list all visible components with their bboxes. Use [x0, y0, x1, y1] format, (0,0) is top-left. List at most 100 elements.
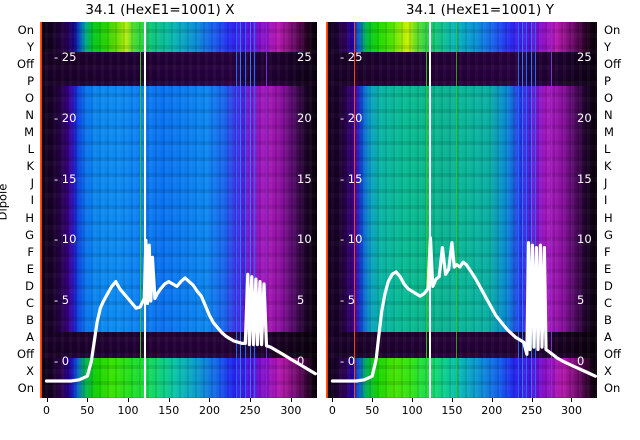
x-tick-label: 100: [117, 404, 139, 417]
x-tick-300: 300: [561, 398, 582, 417]
category-label-k-8: K: [604, 159, 612, 174]
spike-column-blue-e: [254, 22, 255, 398]
category-label-on-21: On: [604, 381, 621, 396]
category-label-x-20: X: [26, 364, 34, 379]
y-tick-right-20: 20: [297, 111, 312, 126]
spike-column-blue-e: [535, 22, 536, 398]
category-label-off-19: Off: [604, 347, 621, 362]
category-label-off-19: Off: [17, 347, 34, 362]
spike-column-blue-a: [236, 22, 237, 398]
y-tick-0: - 0: [340, 353, 356, 368]
category-label-f-13: F: [27, 244, 34, 259]
spike-column-violet: [266, 22, 267, 398]
y-tick-10: - 10: [54, 232, 77, 247]
x-tick-300: 300: [280, 398, 301, 417]
category-label-g-12: G: [604, 227, 613, 242]
category-label-h-11: H: [604, 210, 613, 225]
x-tick-100: 100: [402, 398, 423, 417]
y-tick-0: - 0: [54, 353, 70, 368]
category-label-h-11: H: [25, 210, 34, 225]
category-label-y-1: Y: [26, 39, 34, 54]
y-tick-right-5: 5: [577, 292, 585, 307]
x-tick-label: 250: [521, 404, 543, 417]
spike-column-white: [144, 22, 146, 398]
category-label-d-15: D: [25, 278, 34, 293]
x-tick-label: 0: [43, 404, 51, 417]
category-label-i-10: I: [604, 193, 608, 208]
category-label-off-2: Off: [17, 56, 34, 71]
category-label-on-21: On: [17, 381, 34, 396]
x-tick-50: 50: [365, 398, 379, 417]
category-label-j-9: J: [30, 176, 34, 191]
category-label-o-4: O: [24, 90, 34, 105]
x-tick-150: 150: [158, 398, 179, 417]
y-tick-right-10: 10: [577, 232, 592, 247]
intensity-trace-y: [330, 236, 597, 383]
x-tick-250: 250: [240, 398, 261, 417]
x-tick-label: 150: [441, 404, 463, 417]
spike-column-blue-d: [531, 22, 532, 398]
category-label-b-17: B: [604, 313, 612, 328]
spike-column-green: [426, 22, 427, 398]
spike-column-green: [140, 22, 141, 398]
intensity-trace-x: [44, 238, 317, 383]
spike-column-blue-b: [240, 22, 241, 398]
spike-column-blue-d: [250, 22, 251, 398]
category-label-n-5: N: [25, 108, 34, 122]
spike-column-blue-b: [522, 22, 523, 398]
y-tick-20: - 20: [340, 111, 363, 126]
y-tick-15: - 15: [54, 171, 77, 186]
y-tick-right-0: 0: [297, 353, 305, 368]
x-tick-0: 0: [43, 398, 50, 417]
left-edge-marker: [40, 22, 42, 398]
y-tick-right-5: 5: [297, 292, 305, 307]
category-label-m-6: M: [24, 125, 34, 140]
category-label-a-18: A: [26, 330, 34, 345]
y-tick-right-0: 0: [577, 353, 585, 368]
spike-column-blue-c: [245, 22, 246, 398]
category-label-d-15: D: [604, 278, 613, 293]
category-label-i-10: I: [30, 193, 34, 208]
spike-column-blue-c: [526, 22, 527, 398]
category-label-on-0: On: [604, 22, 621, 37]
category-label-j-9: J: [604, 176, 608, 191]
y-tick-25: - 25: [54, 50, 77, 65]
x-tick-label: 300: [280, 404, 302, 417]
left-edge-marker: [326, 22, 328, 398]
x-tick-250: 250: [521, 398, 542, 417]
x-tick-label: 0: [328, 404, 336, 417]
x-tick-label: 250: [239, 404, 261, 417]
category-label-p-3: P: [27, 73, 34, 88]
category-label-l-7: L: [604, 142, 611, 157]
category-label-c-16: C: [25, 296, 34, 310]
x-tick-label: 200: [198, 404, 220, 417]
x-tick-200: 200: [199, 398, 220, 417]
heatmap-gap-bottom: [40, 332, 317, 358]
x-tick-200: 200: [481, 398, 502, 417]
y-tick-right-25: 25: [297, 50, 312, 65]
x-tick-label: 100: [401, 404, 423, 417]
x-tick-50: 50: [80, 398, 94, 417]
spectrogram-x[interactable]: - 25 - 20 - 15 - 10 - 5 - 0 25 20 15 10 5 0: [40, 22, 317, 398]
category-label-n-5: N: [604, 108, 613, 122]
panel-x: 34.1 (HexE1=1001) X Dipole On Y Off P O N M L K J…: [0, 2, 317, 428]
category-label-c-16: C: [604, 296, 613, 310]
category-label-l-7: L: [27, 142, 34, 157]
spectrogram-y[interactable]: - 25 - 20 - 15 - 10 - 5 - 0 25 20 15 10 5 0: [326, 22, 597, 398]
category-label-b-17: B: [26, 313, 34, 328]
y-tick-right-25: 25: [577, 50, 592, 65]
category-axis-left: On Y Off P O N M L K J I H G F E D C B A Off X On: [4, 22, 36, 398]
y-tick-right-15: 15: [297, 171, 312, 186]
heatmap-body: [40, 86, 317, 332]
x-axis-x: 0 50 100 150 200 250 300: [40, 398, 317, 428]
spike-column-blue-a: [518, 22, 519, 398]
y-tick-5: - 5: [54, 292, 70, 307]
category-label-off-2: Off: [604, 56, 621, 71]
x-tick-label: 200: [481, 404, 503, 417]
spike-column-white: [429, 22, 431, 398]
y-tick-25: - 25: [340, 50, 363, 65]
category-label-p-3: P: [604, 73, 611, 88]
x-axis-y: 0 50 100 150 200 250 300: [326, 398, 597, 428]
x-tick-100: 100: [117, 398, 138, 417]
